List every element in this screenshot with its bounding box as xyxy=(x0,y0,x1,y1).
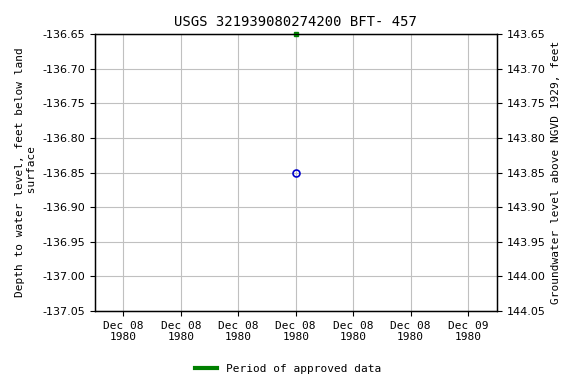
Legend: Period of approved data: Period of approved data xyxy=(191,359,385,379)
Y-axis label: Depth to water level, feet below land
 surface: Depth to water level, feet below land su… xyxy=(15,48,37,298)
Y-axis label: Groundwater level above NGVD 1929, feet: Groundwater level above NGVD 1929, feet xyxy=(551,41,561,304)
Title: USGS 321939080274200 BFT- 457: USGS 321939080274200 BFT- 457 xyxy=(175,15,417,29)
